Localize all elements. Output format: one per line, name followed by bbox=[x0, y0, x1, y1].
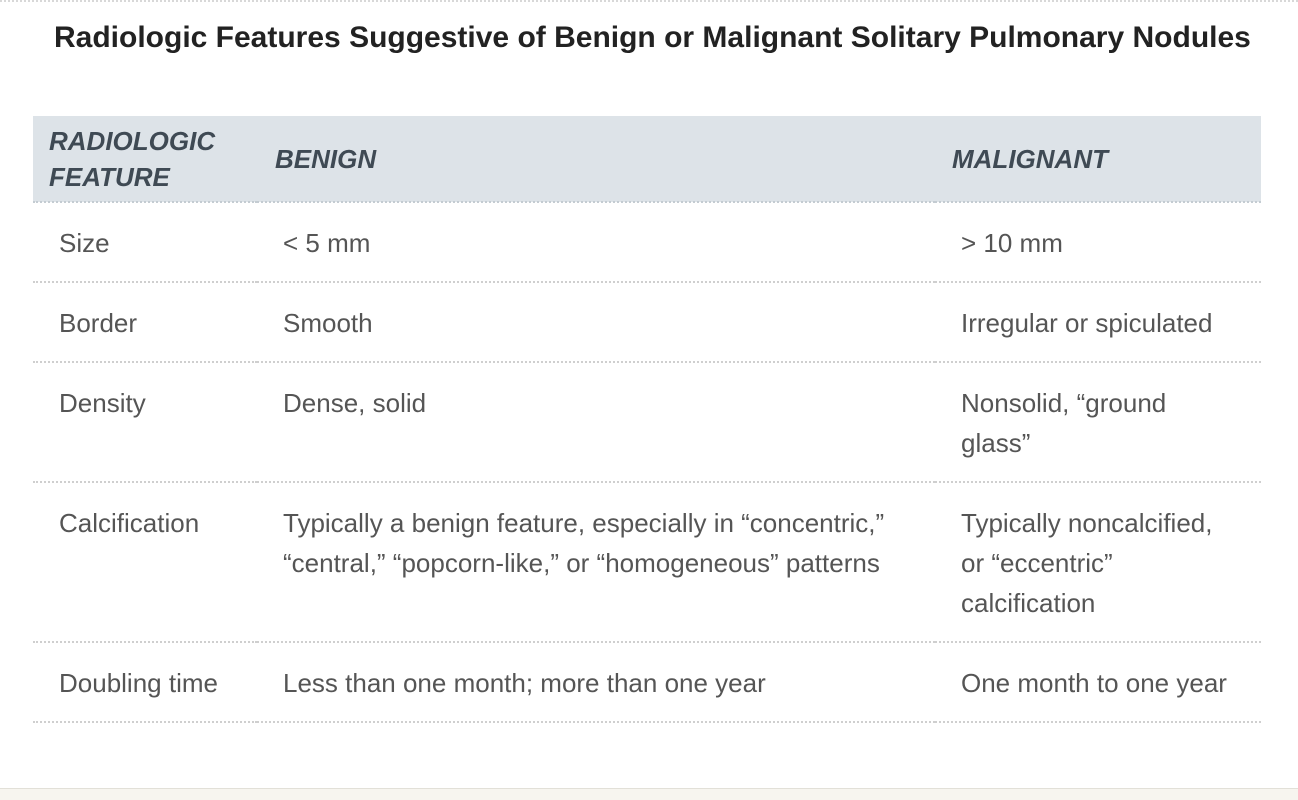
footer-strip bbox=[0, 788, 1298, 800]
features-table: RADIOLOGIC FEATURE BENIGN MALIGNANT Size… bbox=[33, 116, 1261, 723]
table-row: Calcification Typically a benign feature… bbox=[33, 482, 1261, 643]
header-radiologic-feature: RADIOLOGIC FEATURE bbox=[33, 116, 257, 203]
row-malignant-cell: > 10 mm bbox=[935, 202, 1261, 283]
table-row: Border Smooth Irregular or spiculated bbox=[33, 282, 1261, 363]
table-row: Size < 5 mm > 10 mm bbox=[33, 202, 1261, 283]
table-row: Density Dense, solid Nonsolid, “ground g… bbox=[33, 362, 1261, 483]
table-title: Radiologic Features Suggestive of Benign… bbox=[54, 21, 1251, 54]
row-benign-cell: Less than one month; more than one year bbox=[257, 642, 935, 723]
row-benign-cell: < 5 mm bbox=[257, 202, 935, 283]
row-malignant-cell: One month to one year bbox=[935, 642, 1261, 723]
row-feature-cell: Density bbox=[33, 362, 257, 483]
table-row: Doubling time Less than one month; more … bbox=[33, 642, 1261, 723]
header-benign: BENIGN bbox=[257, 116, 935, 203]
row-malignant-cell: Nonsolid, “ground glass” bbox=[935, 362, 1261, 483]
row-feature-cell: Border bbox=[33, 282, 257, 363]
row-feature-cell: Doubling time bbox=[33, 642, 257, 723]
table-header-row: RADIOLOGIC FEATURE BENIGN MALIGNANT bbox=[33, 116, 1261, 203]
row-benign-cell: Dense, solid bbox=[257, 362, 935, 483]
header-malignant: MALIGNANT bbox=[935, 116, 1261, 203]
row-feature-cell: Size bbox=[33, 202, 257, 283]
row-feature-cell: Calcification bbox=[33, 482, 257, 643]
row-benign-cell: Typically a benign feature, especially i… bbox=[257, 482, 935, 643]
row-malignant-cell: Typically noncalcified, or “eccentric” c… bbox=[935, 482, 1261, 643]
row-benign-cell: Smooth bbox=[257, 282, 935, 363]
row-malignant-cell: Irregular or spiculated bbox=[935, 282, 1261, 363]
